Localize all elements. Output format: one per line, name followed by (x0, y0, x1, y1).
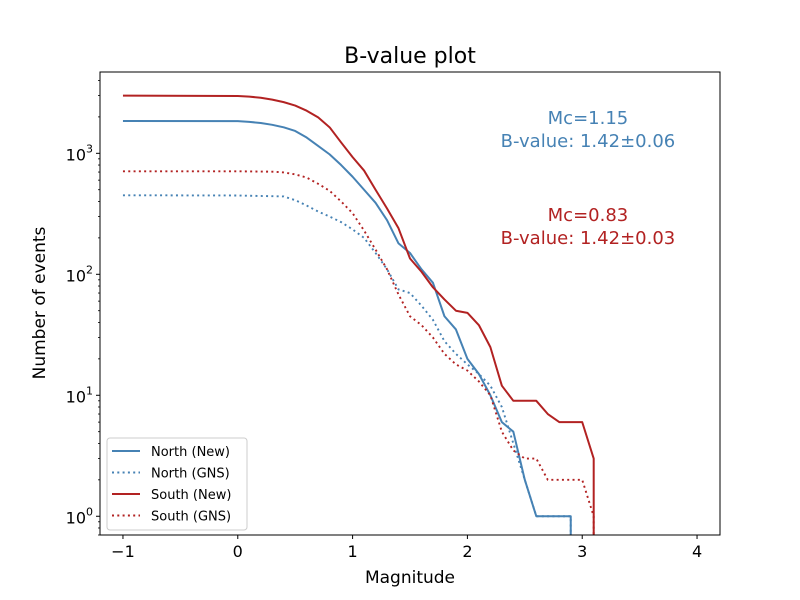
legend-label-3: South (New) (151, 488, 231, 503)
x-tick-label: −1 (111, 542, 135, 561)
y-tick-label: 101 (66, 384, 93, 406)
annotation-2-line-2: B-value: 1.42±0.03 (501, 228, 676, 249)
legend-label-4: South (GNS) (151, 510, 231, 525)
series-line-3 (122, 94, 595, 535)
annotation-2-line-1: Mc=0.83 (548, 205, 629, 226)
annotations: Mc=1.15B-value: 1.42±0.06 Mc=0.83B-value:… (501, 108, 676, 249)
legend: North (New) North (GNS) South (New) South (… (106, 437, 248, 531)
x-axis-label: Magnitude (365, 568, 455, 588)
plot-frame (99, 71, 721, 536)
x-tick-label: 4 (692, 542, 702, 561)
series-line-4 (122, 170, 595, 535)
annotation-1-line-2: B-value: 1.42±0.06 (501, 131, 676, 152)
y-axis: 100 101 102 103 (66, 80, 100, 536)
series-line-2 (122, 194, 572, 535)
x-tick-label: 1 (347, 542, 357, 561)
series-layer (122, 94, 595, 535)
legend-box (106, 437, 248, 531)
legend-label-2: North (GNS) (151, 467, 230, 482)
chart-title: B-value plot (344, 44, 476, 69)
annotation-1-line-1: Mc=1.15 (548, 108, 629, 129)
x-tick-label: 0 (233, 542, 243, 561)
series-line-1 (122, 119, 572, 535)
y-tick-label: 102 (66, 263, 93, 285)
y-tick-label: 100 (66, 505, 93, 527)
y-axis-label: Number of events (30, 226, 50, 379)
legend-label-1: North (New) (151, 445, 230, 460)
x-tick-label: 2 (462, 542, 472, 561)
x-axis: −1 0 1 2 3 4 (111, 535, 702, 561)
x-tick-label: 3 (577, 542, 587, 561)
y-tick-label: 103 (66, 142, 93, 164)
